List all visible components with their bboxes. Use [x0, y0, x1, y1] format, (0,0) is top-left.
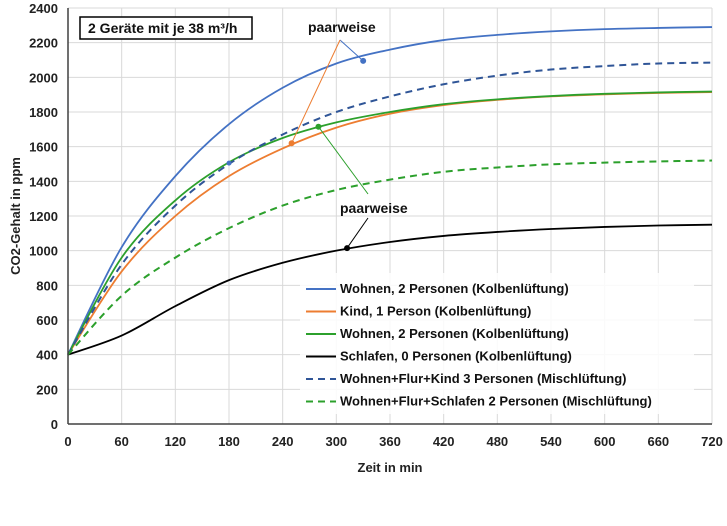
- x-tick-label: 180: [218, 434, 240, 449]
- y-tick-label: 800: [36, 278, 58, 293]
- annotation-marker: [288, 140, 295, 147]
- annotation-label-1: paarweise: [308, 19, 376, 35]
- y-tick-label: 2000: [29, 70, 58, 85]
- annotation-pointer: [291, 39, 341, 144]
- x-tick-label: 240: [272, 434, 294, 449]
- x-tick-label: 600: [594, 434, 616, 449]
- y-tick-label: 1400: [29, 174, 58, 189]
- legend-background: [300, 273, 694, 414]
- y-tick-label: 1800: [29, 105, 58, 120]
- y-tick-label: 0: [51, 417, 58, 432]
- x-tick-label: 660: [647, 434, 669, 449]
- x-tick-label: 480: [486, 434, 508, 449]
- legend-entry: Schlafen, 0 Personen (Kolbenlüftung): [340, 349, 572, 364]
- y-tick-label: 1000: [29, 244, 58, 259]
- plot-frame: [67, 8, 712, 425]
- annotation-label-2: paarweise: [340, 200, 408, 216]
- x-tick-label: 720: [701, 434, 723, 449]
- series-line-1: [67, 26, 713, 356]
- legend-entry: Wohnen+Flur+Schlafen 2 Personen (Mischlü…: [340, 394, 652, 409]
- annotation-pointer: [339, 39, 364, 62]
- series-line-3: [67, 90, 713, 356]
- y-tick-label: 600: [36, 313, 58, 328]
- annotation-marker: [315, 123, 322, 130]
- y-axis-label: CO2-Gehalt in ppm: [8, 157, 23, 275]
- x-tick-label: 420: [433, 434, 455, 449]
- legend-entry: Wohnen+Flur+Kind 3 Personen (Mischlüftun…: [340, 371, 627, 386]
- annotation-marker: [344, 245, 351, 252]
- y-tick-label: 400: [36, 348, 58, 363]
- x-tick-label: 60: [114, 434, 128, 449]
- y-tick-label: 200: [36, 382, 58, 397]
- y-tick-label: 2400: [29, 1, 58, 16]
- series-line-6: [67, 159, 713, 356]
- y-tick-label: 2200: [29, 36, 58, 51]
- legend-entry: Kind, 1 Person (Kolbenlüftung): [340, 304, 531, 319]
- annotations: paarweise paarweise: [226, 19, 408, 252]
- scenario-box-label: 2 Geräte mit je 38 m³/h: [88, 20, 237, 36]
- x-tick-label: 540: [540, 434, 562, 449]
- y-tick-label: 1600: [29, 140, 58, 155]
- scenario-box: 2 Geräte mit je 38 m³/h: [79, 16, 253, 40]
- annotation-marker: [360, 57, 367, 64]
- tick-labels: 0200400600800100012001400160018002000220…: [29, 1, 723, 449]
- annotation-pointer: [346, 217, 369, 249]
- x-tick-label: 360: [379, 434, 401, 449]
- legend-entry: Wohnen, 2 Personen (Kolbenlüftung): [340, 281, 569, 296]
- legend-entry: Wohnen, 2 Personen (Kolbenlüftung): [340, 326, 569, 341]
- x-tick-label: 300: [325, 434, 347, 449]
- series-lines: [67, 26, 713, 356]
- legend: Wohnen, 2 Personen (Kolbenlüftung) Kind, …: [300, 273, 694, 414]
- x-axis-label: Zeit in min: [358, 460, 423, 475]
- annotation-pointer: [318, 126, 369, 195]
- annotation-marker: [226, 160, 232, 166]
- y-tick-label: 1200: [29, 209, 58, 224]
- scenario-box-border: [79, 16, 253, 40]
- x-tick-label: 0: [64, 434, 71, 449]
- x-tick-label: 120: [164, 434, 186, 449]
